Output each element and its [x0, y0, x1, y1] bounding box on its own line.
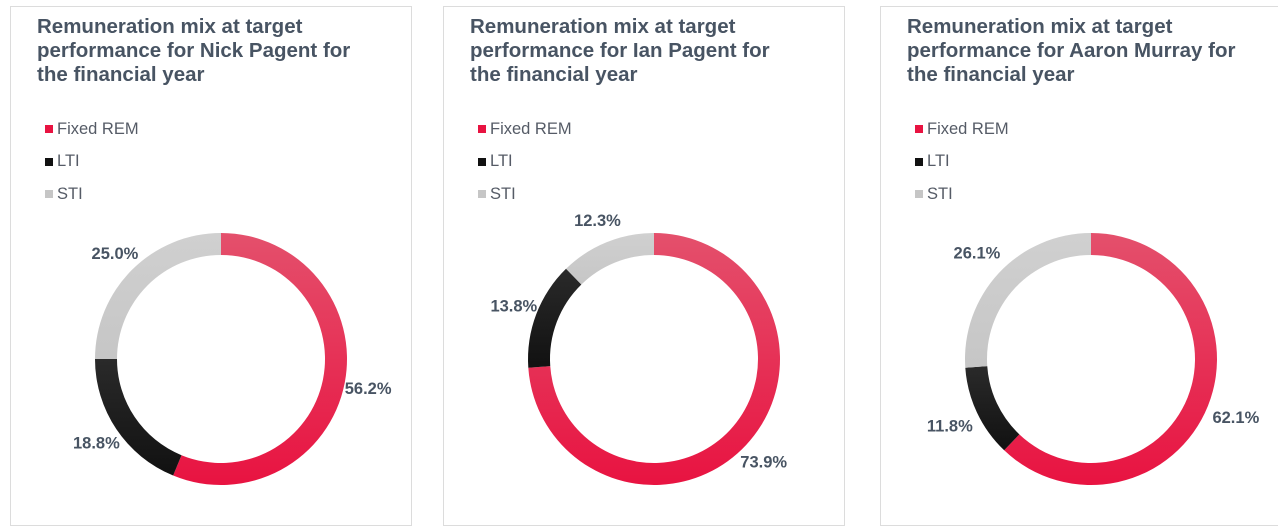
legend-swatch	[478, 157, 486, 166]
data-label-sti: 12.3%	[574, 212, 621, 230]
donut-slice-lti	[95, 359, 182, 476]
chart-panel-aaron-murray: Remuneration mix at target performance f…	[880, 6, 1278, 526]
legend-label: LTI	[927, 152, 950, 171]
chart-legend: Fixed REM LTI STI	[478, 113, 572, 211]
legend-item-fixed-rem: Fixed REM	[478, 113, 572, 146]
legend-label: Fixed REM	[57, 119, 139, 138]
legend-swatch	[915, 157, 923, 166]
legend-item-sti: STI	[915, 178, 1009, 211]
legend-label: Fixed REM	[490, 119, 572, 138]
donut-chart: 56.2% 18.8% 25.0%	[73, 233, 392, 485]
data-label-fixed-rem: 62.1%	[1212, 409, 1259, 427]
legend-swatch	[915, 125, 923, 134]
legend-item-lti: LTI	[915, 146, 1009, 179]
legend-item-fixed-rem: Fixed REM	[915, 113, 1009, 146]
legend-swatch	[45, 125, 53, 134]
legend-label: Fixed REM	[927, 119, 1009, 138]
data-label-fixed-rem: 73.9%	[740, 453, 787, 471]
donut-slice-lti	[965, 366, 1020, 451]
chart-title: Remuneration mix at target performance f…	[907, 15, 1236, 86]
legend-label: STI	[927, 184, 953, 203]
legend-swatch	[45, 157, 53, 166]
legend-label: STI	[57, 184, 83, 203]
legend-item-lti: LTI	[478, 146, 572, 179]
chart-panel-ian-pagent: Remuneration mix at target performance f…	[443, 6, 845, 526]
donut-slice-fixed-rem	[1004, 233, 1217, 485]
donut-slice-fixed-rem	[173, 233, 347, 485]
chart-legend: Fixed REM LTI STI	[915, 113, 1009, 211]
data-label-sti: 25.0%	[92, 245, 139, 263]
data-label-lti: 18.8%	[73, 435, 120, 453]
donut-slice-lti	[528, 268, 582, 368]
legend-label: STI	[490, 184, 516, 203]
legend-swatch	[478, 190, 486, 199]
legend-item-sti: STI	[45, 178, 139, 211]
legend-item-sti: STI	[478, 178, 572, 211]
chart-legend: Fixed REM LTI STI	[45, 113, 139, 211]
legend-swatch	[915, 190, 923, 199]
legend-label: LTI	[57, 152, 80, 171]
chart-title: Remuneration mix at target performance f…	[470, 15, 770, 86]
donut-slice-sti	[566, 233, 654, 285]
data-label-lti: 13.8%	[490, 298, 537, 316]
donut-slice-sti	[965, 233, 1091, 368]
legend-label: LTI	[490, 152, 513, 171]
chart-panel-nick-pagent: Remuneration mix at target performance f…	[10, 6, 412, 526]
donut-chart: 62.1% 11.8% 26.1%	[927, 233, 1260, 485]
legend-item-fixed-rem: Fixed REM	[45, 113, 139, 146]
legend-swatch	[478, 125, 486, 134]
data-label-sti: 26.1%	[954, 245, 1001, 263]
data-label-fixed-rem: 56.2%	[345, 380, 392, 398]
data-label-lti: 11.8%	[927, 417, 973, 435]
chart-title: Remuneration mix at target performance f…	[37, 15, 351, 86]
donut-slice-sti	[95, 233, 221, 359]
donut-chart: 73.9% 13.8% 12.3%	[490, 212, 787, 486]
legend-item-lti: LTI	[45, 146, 139, 179]
legend-swatch	[45, 190, 53, 199]
